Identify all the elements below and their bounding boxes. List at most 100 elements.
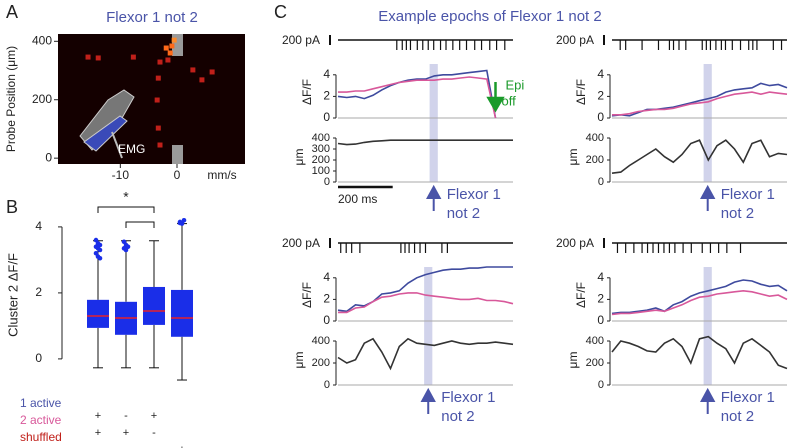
point bbox=[163, 45, 169, 51]
y-tick-label: 0 bbox=[598, 379, 604, 391]
annotation: Flexor 1 bbox=[721, 389, 775, 406]
position-line bbox=[611, 335, 788, 370]
current-scale-label: 200 pA bbox=[556, 33, 594, 47]
y-tick-label: 200 bbox=[312, 357, 330, 369]
y-tick-label: 200 bbox=[312, 154, 330, 166]
x-tick-label: 0 bbox=[174, 168, 181, 182]
y-tick-label: 400 bbox=[312, 335, 330, 347]
current-scale-label: 200 pA bbox=[282, 236, 320, 250]
flier bbox=[181, 218, 187, 223]
position-line bbox=[611, 139, 788, 174]
point bbox=[130, 54, 136, 60]
highlight-band bbox=[703, 64, 712, 182]
stim-arrow bbox=[486, 82, 505, 113]
dff-line bbox=[338, 292, 514, 314]
annotation: not 2 bbox=[721, 408, 754, 425]
highlight-band bbox=[703, 267, 712, 385]
flier bbox=[93, 251, 99, 256]
y-tick-label: 0 bbox=[323, 110, 330, 124]
panel-label: C bbox=[274, 2, 287, 22]
y-tick-label: 2 bbox=[597, 292, 604, 306]
box bbox=[171, 289, 193, 337]
flier bbox=[123, 247, 129, 253]
significance-bracket bbox=[97, 206, 155, 213]
significance-bracket bbox=[125, 221, 155, 228]
y-axis-label: Probe Position (μm) bbox=[4, 46, 18, 152]
annotation: not 2 bbox=[441, 408, 474, 425]
point bbox=[157, 59, 163, 65]
y-tick-label: 300 bbox=[312, 143, 330, 155]
y-axis-label: μm bbox=[566, 352, 580, 369]
annotation: Flexor 1 bbox=[721, 186, 775, 203]
annotation-arrow bbox=[426, 184, 442, 211]
dff-line bbox=[338, 76, 497, 119]
y-tick-label: 400 bbox=[312, 132, 330, 144]
y-tick-label: 4 bbox=[323, 67, 330, 81]
point bbox=[85, 54, 91, 60]
highlight-band bbox=[424, 267, 433, 385]
y-tick-label: 0 bbox=[45, 150, 52, 164]
significance-label: * bbox=[123, 189, 129, 205]
y-axis-label: Cluster 2 ΔF/F bbox=[5, 253, 20, 337]
point bbox=[155, 125, 161, 131]
y-tick-label: 200 bbox=[586, 154, 604, 166]
y-tick-label: 400 bbox=[586, 132, 604, 144]
y-tick-label: 0 bbox=[323, 313, 330, 327]
position-line bbox=[337, 337, 514, 371]
y-tick-label: 2 bbox=[597, 89, 604, 103]
annotation-arrow bbox=[420, 387, 436, 414]
row-label: 2 active bbox=[20, 413, 62, 427]
row-mark: - bbox=[124, 410, 128, 422]
stim-label: off bbox=[502, 93, 517, 108]
y-tick-label: 0 bbox=[324, 379, 330, 391]
point bbox=[154, 97, 160, 103]
y-tick-label: 0 bbox=[597, 313, 604, 327]
y-axis-label: ΔF/F bbox=[574, 79, 588, 105]
stim-label: Epi bbox=[506, 77, 525, 92]
y-tick-label: 0 bbox=[598, 176, 604, 188]
flier bbox=[97, 242, 103, 248]
emg-lead bbox=[111, 131, 123, 159]
y-axis-label: ΔF/F bbox=[300, 79, 314, 105]
panel-title: Example epochs of Flexor 1 not 2 bbox=[378, 8, 601, 25]
flier bbox=[97, 255, 103, 261]
flier bbox=[121, 239, 127, 245]
row-mark: + bbox=[123, 427, 129, 439]
y-axis-label: ΔF/F bbox=[574, 282, 588, 308]
point bbox=[157, 142, 163, 148]
flier bbox=[93, 237, 99, 243]
current-scale-label: 200 pA bbox=[556, 236, 594, 250]
box bbox=[143, 286, 165, 325]
point bbox=[165, 57, 171, 63]
y-tick-label: 0 bbox=[35, 351, 42, 365]
x-tick-label: -10 bbox=[112, 168, 130, 182]
y-tick-label: 100 bbox=[312, 165, 330, 177]
x-axis-label: mm/s bbox=[207, 168, 236, 182]
point bbox=[209, 69, 215, 75]
point bbox=[167, 50, 173, 56]
y-tick-label: 200 bbox=[586, 357, 604, 369]
point bbox=[155, 75, 161, 81]
point bbox=[171, 37, 177, 43]
flier bbox=[177, 220, 183, 226]
y-tick-label: 400 bbox=[586, 335, 604, 347]
annotation: not 2 bbox=[447, 205, 480, 222]
row-label: 1 active bbox=[20, 396, 62, 410]
highlight-band bbox=[429, 64, 438, 182]
panel-label: A bbox=[6, 2, 18, 22]
row-mark: + bbox=[95, 427, 101, 439]
chart-title: Flexor 1 not 2 bbox=[106, 9, 198, 26]
y-tick-label: 0 bbox=[597, 110, 604, 124]
y-tick-label: 2 bbox=[35, 285, 42, 299]
y-tick-label: 200 bbox=[32, 92, 52, 106]
probe-marker bbox=[172, 34, 183, 56]
row-mark: - bbox=[152, 427, 156, 439]
y-tick-label: 0 bbox=[324, 176, 330, 188]
y-axis-label: ΔF/F bbox=[300, 282, 314, 308]
emg-icon bbox=[83, 115, 128, 152]
point bbox=[169, 43, 175, 49]
point bbox=[199, 77, 205, 83]
position-line bbox=[337, 139, 513, 146]
point bbox=[190, 67, 196, 73]
